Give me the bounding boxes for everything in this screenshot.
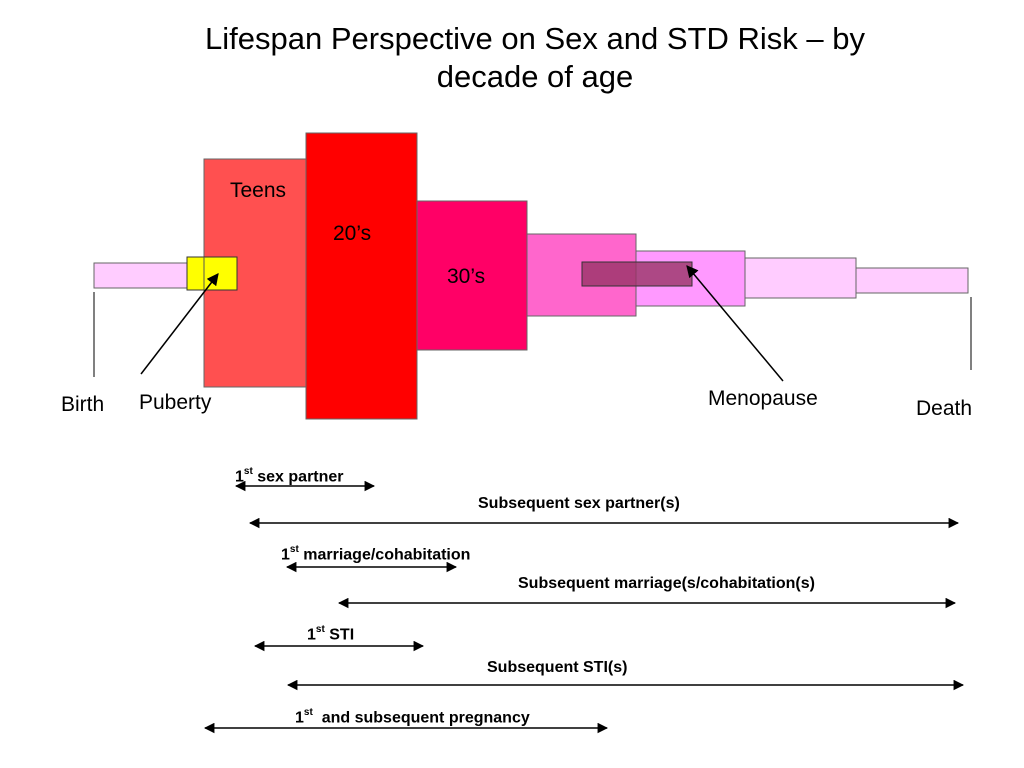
death-label: Death [916,397,973,420]
seventies-block [855,267,969,294]
page-title: Lifespan Perspective on Sex and STD Risk… [120,20,950,96]
range-label-subsequent-sex-partners: Subsequent sex partner(s) [478,495,680,512]
twenties-label: 20’s [333,222,372,245]
range-label-subsequent-marriages: Subsequent marriage(s/cohabitation(s) [518,575,815,592]
range-label-pregnancy: 1st and subsequent pregnancy [295,707,530,727]
range-label-first-sex-partner: 1st sex partner [235,466,344,486]
birth-bar [93,262,205,289]
menopause-label: Menopause [708,387,818,410]
title-line-2: decade of age [436,59,634,94]
sixties-block [744,257,857,299]
menopause-marker [581,261,693,287]
title-line-1: Lifespan Perspective on Sex and STD Risk… [205,21,865,56]
puberty-marker [186,256,238,291]
twenties-block [305,132,418,420]
puberty-arrow [140,273,219,375]
thirties-block [416,200,528,351]
puberty-label: Puberty [139,391,212,414]
range-label-first-marriage: 1st marriage/cohabitation [281,544,471,564]
menopause-arrow [686,265,784,382]
thirties-label: 30’s [447,265,486,288]
range-label-first-sti: 1st STI [307,624,355,644]
birth-label: Birth [61,393,105,416]
teens-label: Teens [230,179,287,202]
range-label-subsequent-stis: Subsequent STI(s) [487,659,628,676]
